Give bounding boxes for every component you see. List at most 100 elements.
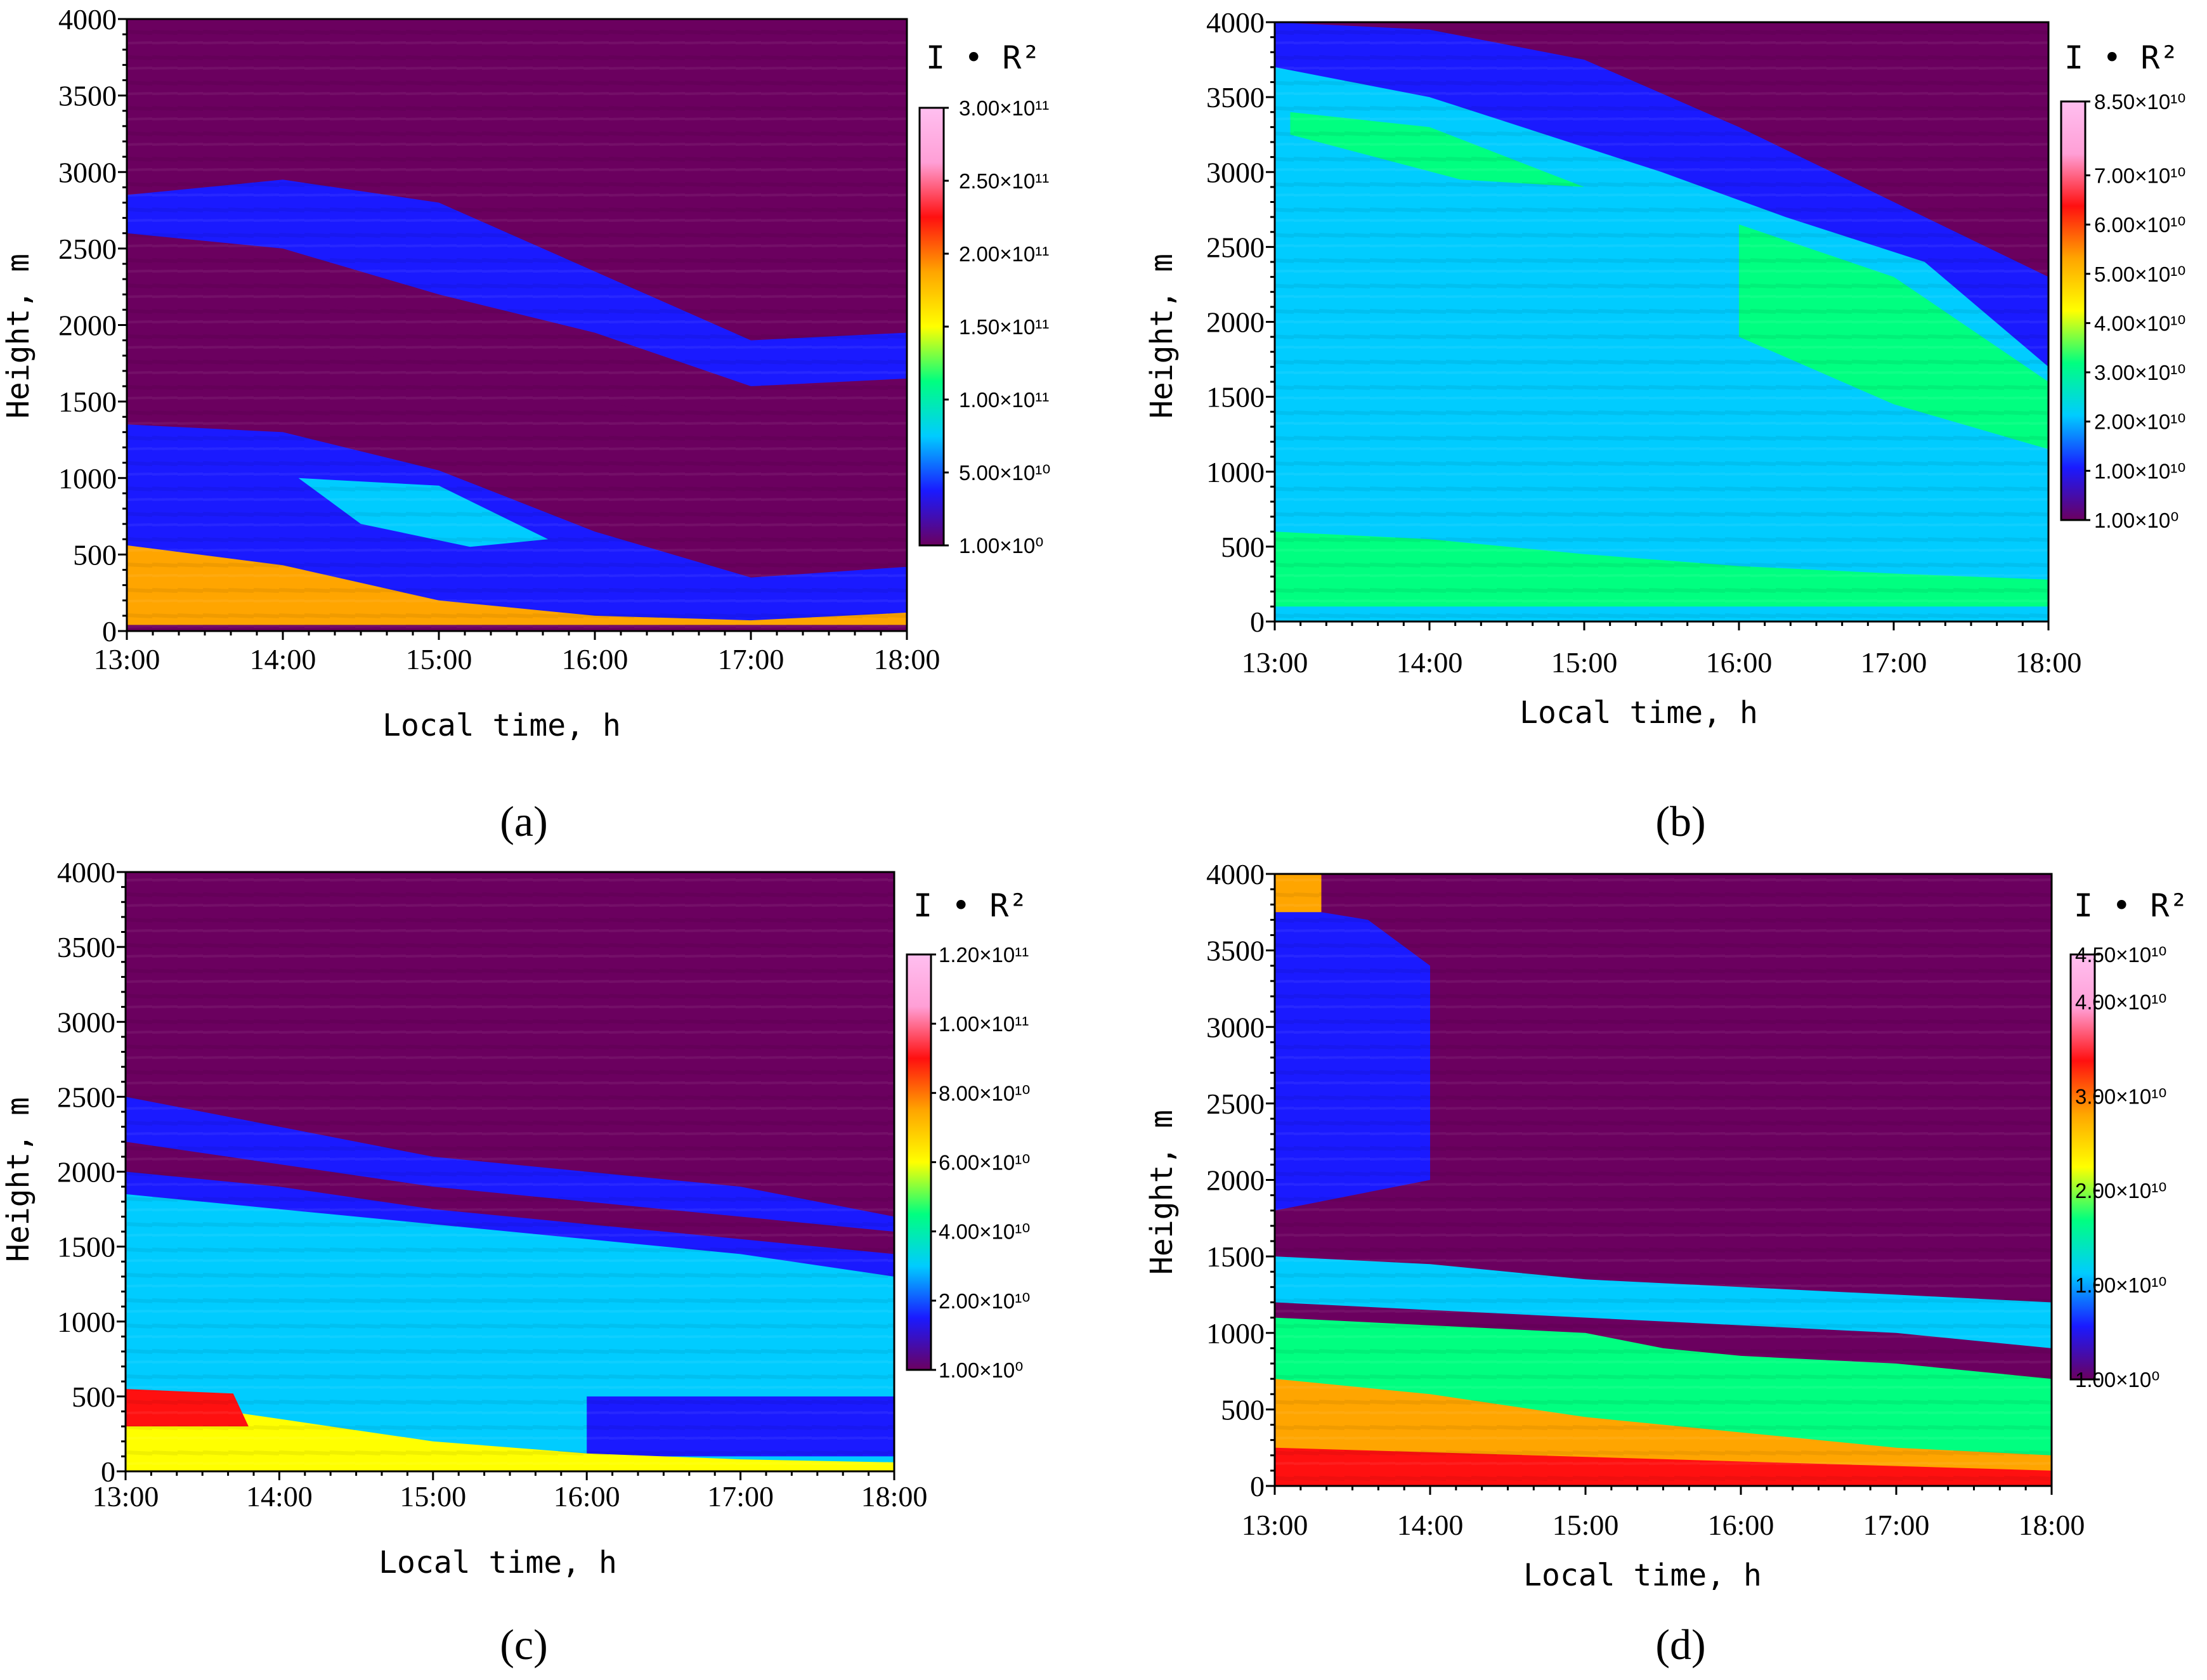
- panel-c-colorbar-label: 2.00×10¹⁰: [939, 1289, 1030, 1313]
- panel-b-ytick-label: 1500: [1206, 381, 1265, 413]
- panel-d-ylabel: Height, m: [1144, 1110, 1180, 1275]
- panel-c-ytick-label: 1500: [57, 1231, 115, 1263]
- panel-c-ytick-label: 2000: [57, 1156, 115, 1188]
- panel-a-colorbar-label: 1.00×10¹¹: [959, 388, 1049, 412]
- panel-d-ytick-label: 0: [1250, 1470, 1265, 1502]
- panel-b-colorbar-title: I • R²: [2064, 39, 2179, 76]
- panel-a-colorbar-gradient: [918, 107, 945, 547]
- panel-b-ytick-label: 4000: [1206, 6, 1265, 39]
- panel-b-xtick-label: 15:00: [1551, 646, 1618, 679]
- panel-b-xtick-label: 13:00: [1242, 646, 1308, 679]
- panel-a-xtick-label: 16:00: [562, 643, 628, 675]
- panel-c-ylabel: Height, m: [1, 1097, 36, 1262]
- panel-b-colorbar-gradient: [2060, 100, 2087, 521]
- panel-d-heatmap: [1275, 874, 2052, 1486]
- panel-a-xtick-label: 15:00: [406, 643, 472, 675]
- panel-d-ytick-label: 500: [1221, 1393, 1265, 1426]
- panel-b-ylabel: Height, m: [1144, 254, 1180, 419]
- panel-a-ytick-label: 3500: [58, 80, 117, 112]
- panel-d-axes: 13:00 14:00 15:00 16:00 17:00 18:00 0 500 1000 15…: [1206, 858, 2085, 1541]
- panel-c-colorbar-title: I • R²: [913, 887, 1028, 924]
- panel-d-ytick-label: 1500: [1206, 1240, 1265, 1273]
- panel-a-xtick-label: 13:00: [94, 643, 160, 675]
- panel-d-ytick-label: 2500: [1206, 1088, 1265, 1120]
- panel-c-ytick-label: 4000: [57, 856, 115, 889]
- panel-b-colorbar-label: 2.00×10¹⁰: [2094, 410, 2185, 434]
- panel-d-ytick-label: 1000: [1206, 1317, 1265, 1350]
- panel-c-heatmap: [126, 872, 894, 1471]
- panel-d-texture: [1275, 874, 2052, 1486]
- panel-c-ytick-label: 1000: [57, 1306, 115, 1338]
- panel-b-colorbar-label: 7.00×10¹⁰: [2094, 164, 2185, 187]
- panel-b-xtick-label: 16:00: [1706, 646, 1773, 679]
- panel-c-ytick-label: 3000: [57, 1006, 115, 1038]
- panel-a-ytick-label: 500: [73, 538, 117, 571]
- panel-c-colorbar-label: 6.00×10¹⁰: [939, 1151, 1030, 1175]
- panel-a-ytick-label: 4000: [58, 3, 117, 36]
- panel-b-xtick-label: 17:00: [1861, 646, 1927, 679]
- panel-b-xlabel: Local time, h: [1520, 695, 1758, 731]
- panel-c-xlabel: Local time, h: [379, 1545, 617, 1580]
- panel-a-xtick-label: 18:00: [874, 643, 941, 675]
- panel-a-colorbar-label: 2.00×10¹¹: [959, 242, 1049, 266]
- panel-a-colorbar-label: 1.00×10⁰: [959, 534, 1043, 557]
- panel-d-colorbar-label: 1.00×10⁰: [2075, 1368, 2159, 1391]
- panel-a-colorbar-label: 1.50×10¹¹: [959, 315, 1049, 339]
- panel-a-axes: 13:00 14:00 15:00 16:00 17:00 18:00 0 500 1000 15…: [58, 3, 940, 675]
- panel-a-heatmap: [127, 19, 907, 631]
- panel-a-label: (a): [500, 797, 547, 845]
- panel-c-xtick-label: 15:00: [400, 1480, 466, 1513]
- panel-b: 13:00 14:00 15:00 16:00 17:00 18:00 0 500 1000 15…: [1144, 6, 2185, 845]
- panel-c-axes: 13:00 14:00 15:00 16:00 17:00 18:00 0 500 1000 15…: [57, 856, 927, 1513]
- panel-a-colorbar-label: 3.00×10¹¹: [959, 96, 1049, 120]
- panel-b-colorbar: 8.50×10¹⁰ 7.00×10¹⁰ 6.00×10¹⁰ 5.00×10¹⁰ 4.00…: [2060, 90, 2185, 532]
- panel-b-colorbar-label: 6.00×10¹⁰: [2094, 213, 2185, 237]
- panel-d-colorbar: 4.50×10¹⁰ 4.00×10¹⁰ 3.00×10¹⁰ 2.00×10¹⁰ 1.00…: [2069, 943, 2166, 1391]
- panel-a-ylabel: Height, m: [1, 254, 36, 419]
- panel-b-colorbar-label: 8.50×10¹⁰: [2094, 90, 2185, 114]
- panel-c-colorbar: 1.20×10¹¹ 1.00×10¹¹ 8.00×10¹⁰ 6.00×10¹⁰ 4.00…: [906, 943, 1030, 1382]
- panel-c-ytick-label: 3500: [57, 931, 115, 963]
- panel-c-xtick-label: 17:00: [707, 1480, 774, 1513]
- panel-d-ytick-label: 4000: [1206, 858, 1265, 890]
- panel-c-colorbar-label: 8.00×10¹⁰: [939, 1081, 1030, 1105]
- panel-a-colorbar-label: 5.00×10¹⁰: [959, 461, 1050, 485]
- panel-a-texture: [127, 19, 907, 631]
- panel-c-xtick-label: 16:00: [554, 1480, 620, 1513]
- panel-a-colorbar-label: 2.50×10¹¹: [959, 169, 1049, 193]
- panel-d-colorbar-label: 4.50×10¹⁰: [2075, 943, 2166, 967]
- panel-d-xtick-label: 18:00: [2019, 1509, 2085, 1541]
- panel-d-xtick-label: 17:00: [1863, 1509, 1930, 1541]
- panel-d-xlabel: Local time, h: [1523, 1558, 1762, 1593]
- panel-d-colorbar-title: I • R²: [2074, 887, 2189, 924]
- panel-b-ytick-label: 500: [1221, 531, 1265, 563]
- panel-c-ytick-label: 500: [72, 1381, 115, 1413]
- panel-d-colorbar-label: 2.00×10¹⁰: [2075, 1179, 2166, 1202]
- panel-b-colorbar-label: 5.00×10¹⁰: [2094, 263, 2185, 286]
- panel-c-xtick-label: 14:00: [246, 1480, 313, 1513]
- panel-d-xtick-label: 13:00: [1242, 1509, 1308, 1541]
- panel-a-ytick-label: 1000: [58, 462, 117, 495]
- panel-a-ytick-label: 0: [102, 615, 117, 648]
- panel-a: 13:00 14:00 15:00 16:00 17:00 18:00 0 500 1000 15…: [1, 3, 1050, 845]
- panel-b-ytick-label: 3000: [1206, 156, 1265, 188]
- panel-c-ytick-label: 0: [101, 1455, 115, 1488]
- panel-c-colorbar-label: 4.00×10¹⁰: [939, 1220, 1030, 1244]
- panel-a-ytick-label: 2500: [58, 233, 117, 265]
- panel-a-colorbar: 3.00×10¹¹ 2.50×10¹¹ 2.00×10¹¹ 1.50×10¹¹ 1.00…: [918, 96, 1050, 557]
- panel-b-colorbar-label: 4.00×10¹⁰: [2094, 311, 2185, 335]
- panel-d-xtick-label: 16:00: [1708, 1509, 1774, 1541]
- panel-b-colorbar-label: 1.00×10⁰: [2094, 509, 2178, 532]
- panel-a-xtick-label: 17:00: [718, 643, 784, 675]
- panel-b-ytick-label: 3500: [1206, 81, 1265, 114]
- panel-b-label: (b): [1655, 797, 1705, 845]
- panel-a-ytick-label: 2000: [58, 309, 117, 342]
- panel-d-ytick-label: 2000: [1206, 1164, 1265, 1197]
- panel-a-xlabel: Local time, h: [382, 708, 621, 743]
- panel-d-ytick-label: 3000: [1206, 1011, 1265, 1043]
- panel-d-xtick-label: 14:00: [1397, 1509, 1464, 1541]
- panel-c-texture: [126, 872, 894, 1471]
- panel-c-colorbar-gradient: [906, 953, 932, 1371]
- panel-b-ytick-label: 0: [1250, 606, 1265, 638]
